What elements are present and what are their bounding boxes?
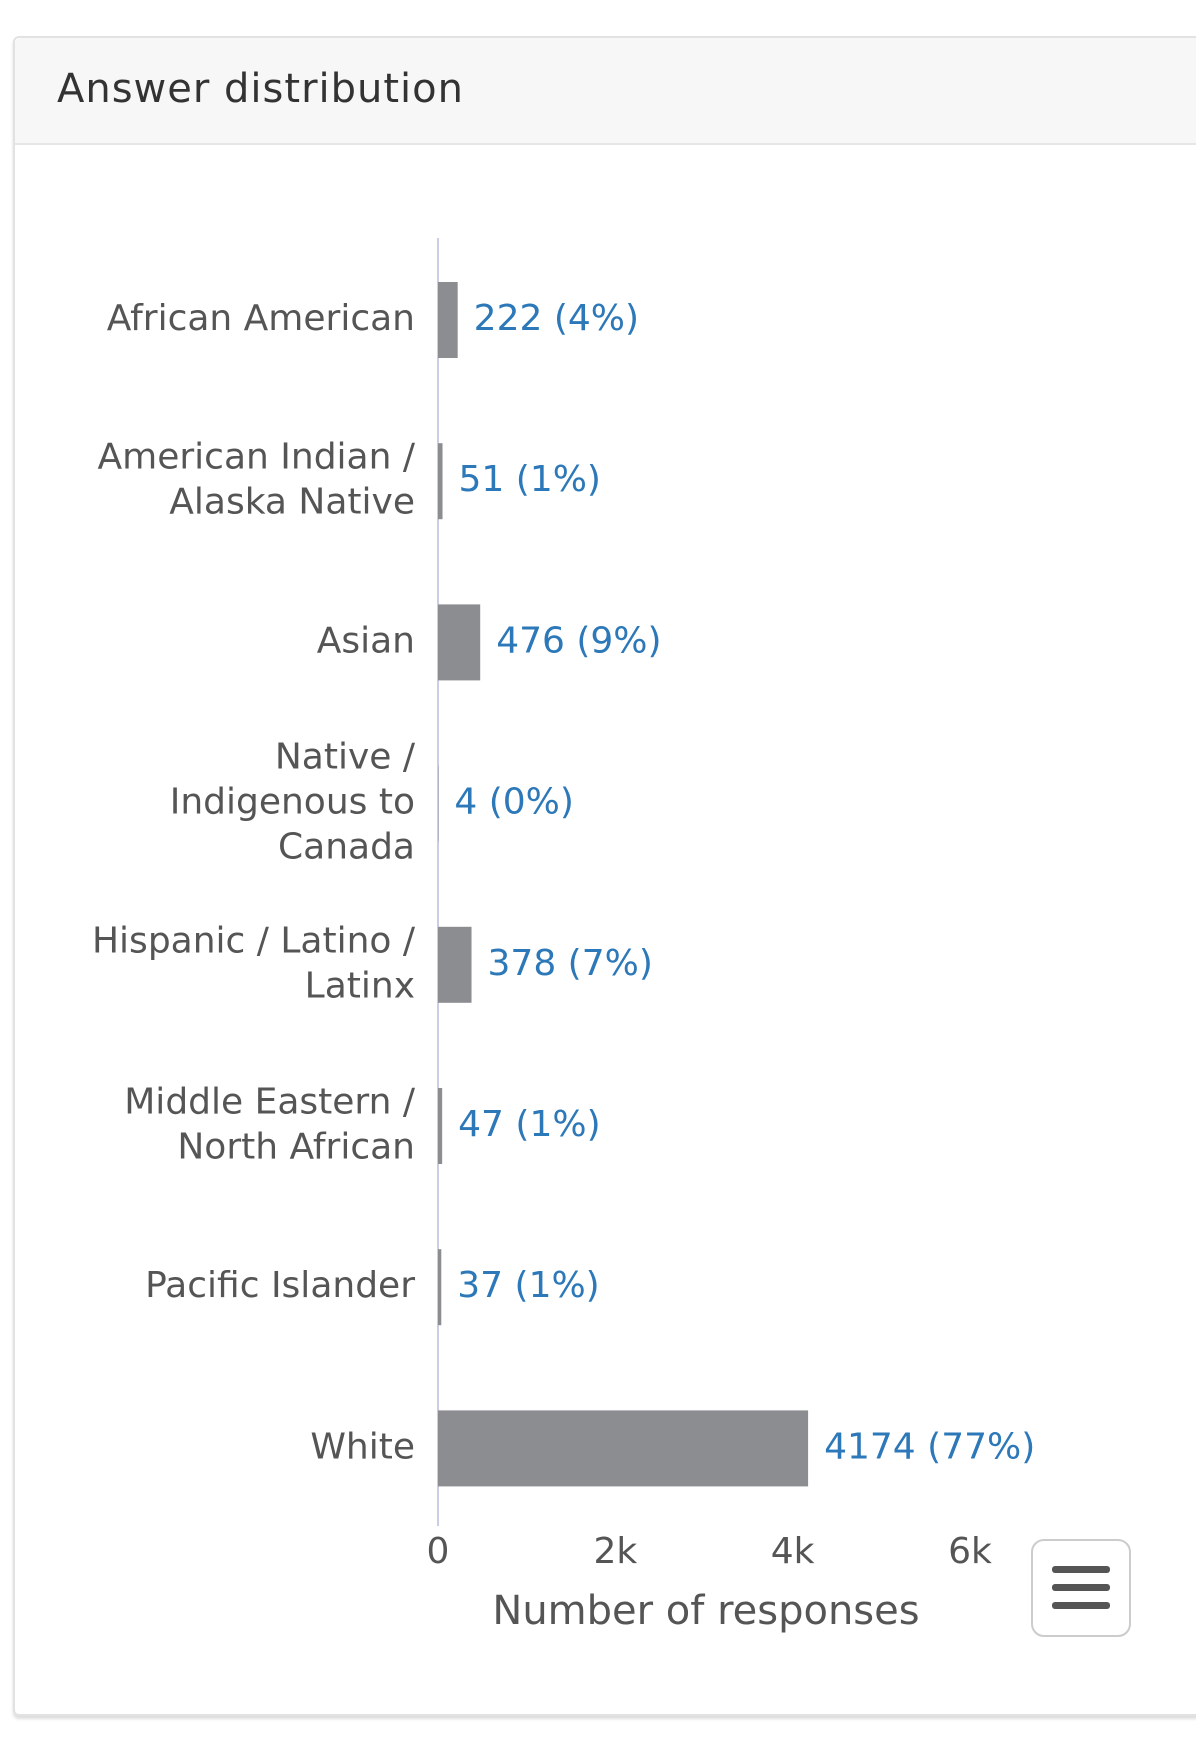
menu-icon-line xyxy=(1052,1566,1110,1573)
data-label: 222 (4%) xyxy=(474,298,639,339)
menu-button[interactable] xyxy=(1031,1539,1131,1637)
x-tick-label: 6k xyxy=(948,1531,992,1572)
x-tick-label: 2k xyxy=(593,1531,637,1572)
y-tick-label: White xyxy=(310,1426,415,1467)
x-tick-label: 4k xyxy=(771,1531,815,1572)
y-tick-label: Asian xyxy=(317,620,415,661)
y-tick-label: African American xyxy=(107,298,415,339)
bar xyxy=(438,926,472,1003)
data-label: 37 (1%) xyxy=(457,1265,599,1306)
bar xyxy=(438,1088,443,1164)
data-label: 47 (1%) xyxy=(458,1104,600,1145)
data-label: 51 (1%) xyxy=(459,459,601,500)
bar xyxy=(438,1249,442,1326)
data-label: 4174 (77%) xyxy=(824,1426,1035,1467)
menu-icon-line xyxy=(1052,1602,1110,1609)
card-header: Answer distribution xyxy=(15,38,1196,145)
data-label: 4 (0%) xyxy=(454,782,574,823)
bar xyxy=(438,1410,809,1487)
y-tick-label: Pacific Islander xyxy=(145,1265,415,1306)
x-axis-title: Number of responses xyxy=(492,1588,919,1634)
menu-icon-line xyxy=(1052,1584,1110,1591)
data-label: 476 (9%) xyxy=(496,620,661,661)
x-tick-label: 0 xyxy=(427,1531,450,1572)
y-tick-label: Middle Eastern / North African xyxy=(124,1082,416,1168)
bar xyxy=(438,443,443,520)
y-tick-label: Native / Indigenous to Canada xyxy=(170,737,416,868)
y-tick-label: American Indian / Alaska Native xyxy=(98,437,416,523)
bar xyxy=(438,282,458,358)
data-label: 378 (7%) xyxy=(488,943,653,984)
card-title: Answer distribution xyxy=(57,66,464,112)
y-tick-label: Hispanic / Latino / Latinx xyxy=(92,920,416,1006)
bar xyxy=(438,604,481,681)
